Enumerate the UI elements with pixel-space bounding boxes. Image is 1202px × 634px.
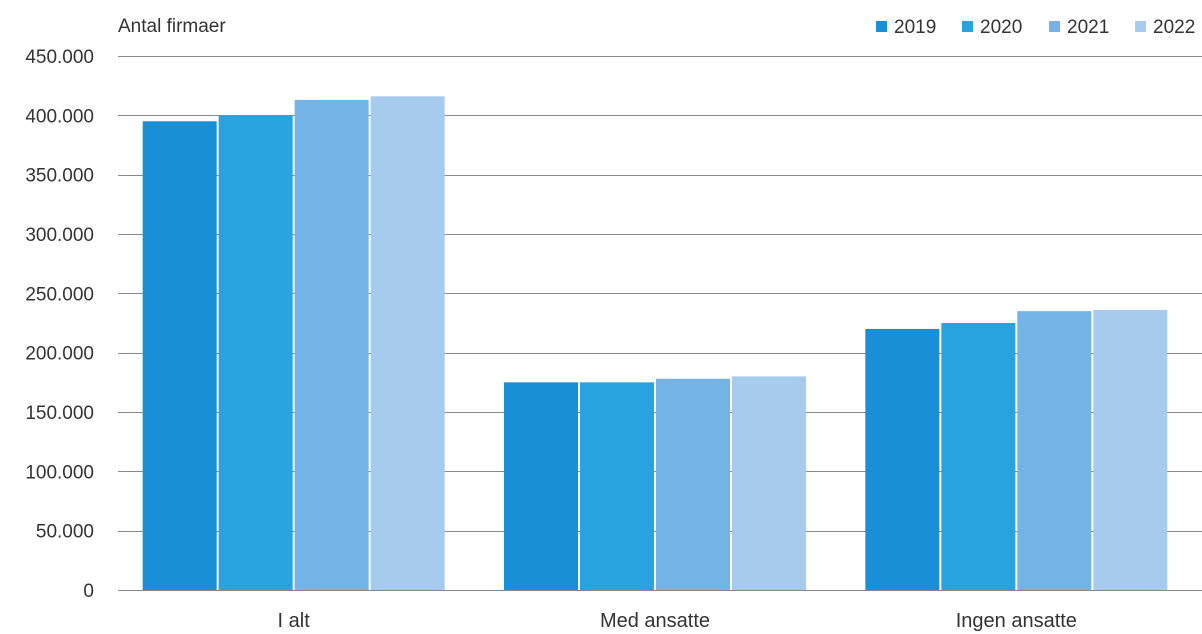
x-axis-categories: I alt Med ansatte Ingen ansatte [278,610,1077,632]
y-tick-label: 0 [83,581,94,602]
bar-2020-0 [218,115,293,590]
legend: 2019 2020 2021 2022 [876,17,1195,38]
legend-label-2019: 2019 [894,17,936,38]
bar-2022-1 [732,376,806,590]
y-tick-label: 100.000 [25,462,94,483]
bar-2021-0 [294,99,369,590]
y-tick-label: 300.000 [25,225,94,246]
bar-2019-1 [504,382,578,590]
bar-2022-2 [1093,309,1168,590]
bars [142,96,1168,591]
x-category-label: Ingen ansatte [956,610,1077,632]
bar-2021-2 [1017,311,1092,590]
bar-2019-0 [142,121,217,591]
y-tick-label: 450.000 [25,47,94,68]
bar-2021-1 [656,378,730,590]
bar-2020-2 [941,323,1016,590]
bar-2022-0 [370,96,445,590]
y-tick-label: 200.000 [25,344,94,365]
legend-swatch-2021 [1049,21,1060,32]
y-tick-label: 400.000 [25,106,94,127]
y-tick-label: 350.000 [25,166,94,187]
y-axis-ticks: 0 50.000 100.000 150.000 200.000 250.000 300.0… [25,47,94,602]
legend-label-2021: 2021 [1067,17,1109,38]
legend-swatch-2020 [962,21,973,32]
legend-label-2020: 2020 [980,17,1022,38]
y-tick-label: 250.000 [25,284,94,305]
legend-swatch-2022 [1135,21,1146,32]
y-tick-label: 50.000 [36,522,94,543]
legend-swatch-2019 [876,21,887,32]
y-tick-label: 150.000 [25,403,94,424]
x-category-label: Med ansatte [600,610,710,632]
legend-label-2022: 2022 [1153,17,1195,38]
y-axis-label: Antal firmaer [118,16,226,37]
bar-2019-2 [865,328,940,590]
bar-2020-1 [580,382,654,590]
x-category-label: I alt [278,610,311,632]
